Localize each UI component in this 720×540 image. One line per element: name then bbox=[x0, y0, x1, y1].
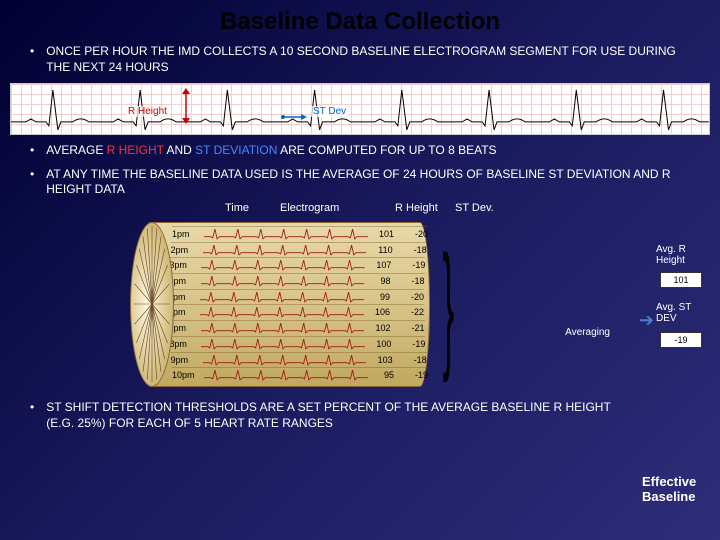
bullet-4-text: ST SHIFT DETECTION THRESHOLDS ARE A SET … bbox=[46, 400, 630, 431]
avg-rh-value: 101 bbox=[660, 272, 702, 288]
cylinder-row: 7pm102-21 bbox=[169, 320, 425, 335]
averaging-label: Averaging bbox=[565, 327, 610, 338]
cylinder-row: 9pm 103-18 bbox=[171, 352, 427, 367]
bullet-dot: • bbox=[30, 167, 34, 198]
ecg-waveform bbox=[11, 84, 709, 136]
row-ecg bbox=[201, 275, 365, 287]
header-rheight: R Height bbox=[395, 202, 438, 214]
row-stdev: -20 bbox=[394, 292, 424, 302]
row-rheight: 100 bbox=[365, 339, 395, 349]
bullet-4: • ST SHIFT DETECTION THRESHOLDS ARE A SE… bbox=[0, 396, 720, 435]
header-time: Time bbox=[225, 202, 249, 214]
row-rheight: 107 bbox=[365, 260, 395, 270]
header-electrogram: Electrogram bbox=[280, 202, 339, 214]
bullet-3-text: AT ANY TIME THE BASELINE DATA USED IS TH… bbox=[46, 167, 700, 198]
bullet-dot: • bbox=[30, 143, 34, 159]
row-rheight: 98 bbox=[365, 276, 395, 286]
header-stdev: ST Dev. bbox=[455, 202, 494, 214]
r-height-arrow bbox=[179, 88, 193, 124]
row-stdev: -20 bbox=[398, 229, 428, 239]
b2-post: ARE COMPUTED FOR UP TO 8 BEATS bbox=[277, 143, 496, 157]
row-rheight: 103 bbox=[367, 355, 397, 365]
row-stdev: -18 bbox=[397, 355, 427, 365]
row-ecg bbox=[203, 244, 367, 256]
row-time: 8pm bbox=[169, 339, 201, 349]
cylinder-row: 3pm 107-19 bbox=[169, 257, 425, 272]
row-ecg bbox=[201, 322, 365, 334]
cylinder-rays bbox=[132, 224, 172, 385]
row-ecg bbox=[203, 354, 367, 366]
bullet-dot: • bbox=[30, 400, 34, 431]
column-headers: Time Electrogram R Height ST Dev. bbox=[0, 202, 720, 220]
row-time: 3pm bbox=[169, 260, 201, 270]
ecg-strip: R Height ST Dev bbox=[10, 83, 710, 135]
avg-st-label: Avg. ST DEV bbox=[656, 302, 706, 324]
row-stdev: -19 bbox=[395, 339, 425, 349]
bullet-2-text: AVERAGE R HEIGHT AND ST DEVIATION ARE CO… bbox=[46, 143, 700, 159]
row-time: 1pm bbox=[172, 229, 204, 239]
row-time: 10pm bbox=[172, 370, 204, 380]
row-rheight: 102 bbox=[365, 323, 395, 333]
r-height-label: R Height bbox=[126, 106, 169, 117]
bullet-1-text: ONCE PER HOUR THE IMD COLLECTS A 10 SECO… bbox=[46, 44, 700, 75]
avg-rh-label: Avg. R Height bbox=[656, 244, 706, 266]
row-stdev: -18 bbox=[395, 276, 425, 286]
b2-st: ST DEVIATION bbox=[195, 143, 277, 157]
row-stdev: -22 bbox=[394, 307, 424, 317]
cylinder-row: 2pm 110-18 bbox=[171, 242, 427, 257]
row-ecg bbox=[201, 259, 365, 271]
row-stdev: -18 bbox=[397, 245, 427, 255]
page-title: Baseline Data Collection bbox=[0, 0, 720, 40]
bullet-3: • AT ANY TIME THE BASELINE DATA USED IS … bbox=[0, 163, 720, 202]
brace-icon: } bbox=[443, 222, 455, 387]
row-ecg bbox=[204, 369, 368, 381]
st-dev-label: ST Dev bbox=[311, 106, 348, 117]
row-time: 2pm bbox=[171, 245, 203, 255]
cylinder-row: 6pm106-22 bbox=[168, 304, 424, 319]
b2-rheight: R HEIGHT bbox=[107, 143, 164, 157]
arrow-icon: ➔ bbox=[639, 310, 654, 331]
row-time: 9pm bbox=[171, 355, 203, 365]
cylinder-row: 10pm 95-19 bbox=[172, 367, 428, 382]
bullet-2: • AVERAGE R HEIGHT AND ST DEVIATION ARE … bbox=[0, 139, 720, 163]
row-stdev: -19 bbox=[395, 260, 425, 270]
effective-baseline-label: Effective Baseline bbox=[642, 474, 712, 504]
row-rheight: 95 bbox=[368, 370, 398, 380]
cylinder-row: 8pm 100-19 bbox=[169, 336, 425, 351]
cylinder-row: 1pm 101-20 bbox=[172, 226, 428, 241]
row-ecg bbox=[200, 306, 364, 318]
row-stdev: -19 bbox=[398, 370, 428, 380]
row-rheight: 101 bbox=[368, 229, 398, 239]
row-rheight: 99 bbox=[364, 292, 394, 302]
row-ecg bbox=[204, 228, 368, 240]
avg-st-value: -19 bbox=[660, 332, 702, 348]
st-dev-marker bbox=[281, 110, 309, 124]
row-stdev: -21 bbox=[395, 323, 425, 333]
row-rheight: 110 bbox=[367, 245, 397, 255]
cylinder-diagram: 1pm101-202pm110-183pm107-194pm98-185pm99… bbox=[10, 222, 710, 392]
bullet-1: • ONCE PER HOUR THE IMD COLLECTS A 10 SE… bbox=[0, 40, 720, 79]
b2-mid: AND bbox=[164, 143, 195, 157]
row-ecg bbox=[200, 291, 364, 303]
row-rheight: 106 bbox=[364, 307, 394, 317]
cylinder-row: 5pm99-20 bbox=[168, 289, 424, 304]
cylinder-row: 4pm98-18 bbox=[169, 273, 425, 288]
b2-pre: AVERAGE bbox=[46, 143, 106, 157]
bullet-dot: • bbox=[30, 44, 34, 75]
row-ecg bbox=[201, 338, 365, 350]
